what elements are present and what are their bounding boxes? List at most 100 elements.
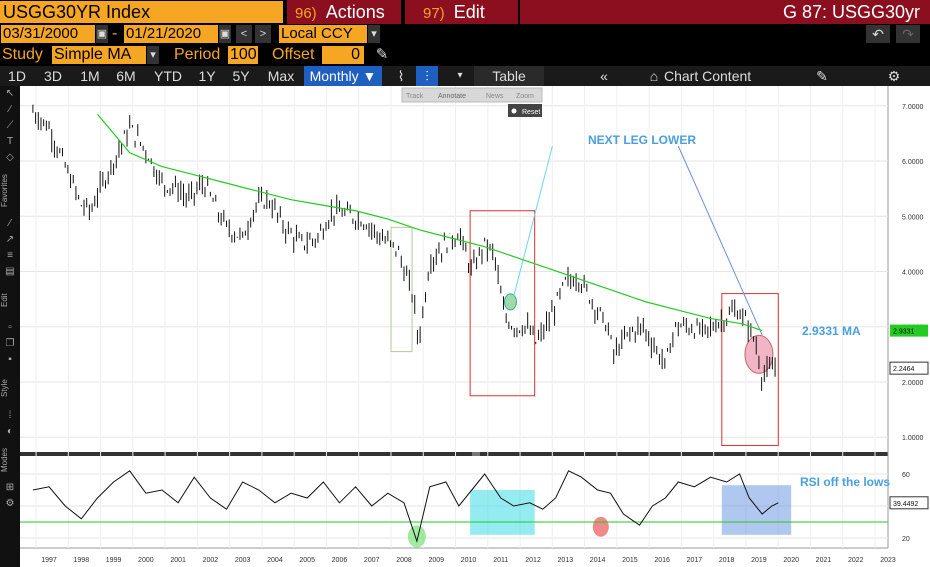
cursor-icon[interactable]: ↖ [5, 88, 15, 99]
reset-icon [511, 108, 517, 114]
shape-tool-icon[interactable]: ◇ [6, 152, 14, 163]
currency-select[interactable]: Local CCY [279, 25, 367, 43]
reset-button[interactable]: Reset [522, 109, 540, 116]
chart-area[interactable]: 7.00006.00005.00004.00003.00002.00001.00… [20, 86, 930, 567]
tab-1d[interactable]: 1D [8, 68, 26, 84]
prev-arrow-icon[interactable]: < [236, 25, 252, 43]
ticker-field[interactable]: USGG30YR Index [0, 1, 283, 23]
calendar-icon[interactable]: ▣ [96, 25, 108, 43]
frequency-select[interactable]: Monthly ▼ [304, 66, 382, 86]
year-tick-label: 2004 [267, 557, 283, 564]
trend-tool-icon[interactable]: ⟋ [6, 120, 14, 131]
track-button[interactable]: Track [406, 93, 424, 100]
price-last-label: 2.2464 [893, 366, 915, 373]
table-button[interactable]: Table [474, 66, 544, 86]
annotation-text: NEXT LEG LOWER 2.9331 MA RSI off the low… [588, 133, 890, 489]
actions-menu-button[interactable]: 96) Actions [287, 0, 401, 24]
tab-ytd[interactable]: YTD [154, 68, 182, 84]
start-date-field[interactable]: 03/31/2000 [1, 25, 95, 43]
end-date-field[interactable]: 01/21/2020 [124, 25, 218, 43]
tab-5y[interactable]: 5Y [232, 68, 250, 84]
news-button[interactable]: News [486, 93, 504, 100]
fib-icon[interactable]: ▤ [5, 266, 15, 277]
palette-icon[interactable]: ◐ [6, 426, 14, 437]
modes-label: Modes [0, 448, 9, 473]
year-tick-label: 2018 [719, 557, 735, 564]
tab-max[interactable]: Max [267, 68, 295, 84]
eraser-icon[interactable]: ▫ [8, 322, 12, 333]
annotation-circle-pink [744, 334, 774, 374]
rsi-highlight-2019 [721, 485, 792, 535]
rsi-circle-red [592, 516, 609, 537]
annotation-next-leg-lower: NEXT LEG LOWER [588, 133, 696, 147]
year-tick-label: 1997 [41, 557, 57, 564]
chart-content-icon: ⌂ [649, 68, 659, 84]
tab-6m[interactable]: 6M [116, 68, 136, 84]
year-tick-label: 1999 [106, 557, 122, 564]
pencil-icon[interactable]: ✎ [372, 46, 392, 64]
actions-num: 96) [295, 5, 317, 22]
mode-icon[interactable]: ⊞ [5, 482, 15, 493]
style-label: Style [0, 379, 9, 397]
bar-chart-icon[interactable]: ⫶ [416, 66, 438, 86]
ma-last-badge [890, 324, 928, 337]
brush-icon[interactable]: ⁄ [9, 218, 11, 229]
text-tool-icon[interactable]: T [6, 136, 14, 147]
ruler-icon[interactable]: ≡ [7, 250, 13, 261]
study-select[interactable]: Simple MA [52, 46, 146, 64]
lock-icon[interactable]: ▪ [8, 354, 12, 365]
year-tick-label: 2009 [428, 557, 444, 564]
calendar-icon-end[interactable]: ▣ [219, 25, 231, 43]
rsi-highlight-2011 [470, 490, 535, 535]
offset-input[interactable]: 0 [322, 46, 364, 64]
edit-menu-button[interactable]: 97) Edit [405, 0, 518, 24]
rsi-panel [20, 470, 888, 544]
edit-chart-icon[interactable]: ✎ [816, 68, 828, 84]
redo-icon[interactable]: ↷ [896, 25, 920, 43]
year-tick-label: 2019 [751, 557, 767, 564]
price-tick-label: 4.0000 [902, 270, 924, 277]
chevron-down-icon[interactable]: ▾ [368, 25, 380, 43]
style-icon[interactable]: ⁞ [8, 410, 12, 421]
annotate-button[interactable]: Annotate [438, 93, 466, 100]
favorites-label: Favorites [0, 174, 9, 208]
range-dash: - [112, 25, 118, 42]
year-tick-label: 2010 [461, 557, 477, 564]
gear-icon[interactable]: ⚙ [887, 68, 901, 84]
edit-tools-label: Edit [0, 293, 9, 307]
zoom-button[interactable]: Zoom [516, 93, 534, 100]
tab-1y[interactable]: 1Y [198, 68, 216, 84]
year-tick-label: 2006 [332, 557, 348, 564]
header-bar: USGG30YR Index 96) Actions 97) Edit G 87… [0, 0, 930, 24]
chevron-down-icon[interactable]: ▾ [147, 46, 159, 64]
left-toolstrip: ↖ ∕ ⟋ T ◇ Favorites ⁄ ↗ ≡ ▤ Edit ▫ ❐ ▪ S… [0, 86, 20, 567]
collapse-icon[interactable]: « [600, 68, 608, 84]
offset-label: Offset [272, 46, 315, 63]
year-tick-label: 2002 [203, 557, 219, 564]
ma-last-label: 2.9331 [893, 329, 915, 336]
arrow-tool-icon[interactable]: ↗ [5, 234, 15, 245]
year-tick-label: 2003 [235, 557, 251, 564]
tab-1m[interactable]: 1M [80, 68, 100, 84]
year-tick-label: 2007 [364, 557, 380, 564]
period-input[interactable]: 100 [228, 46, 258, 64]
next-arrow-icon[interactable]: > [255, 25, 271, 43]
annotation-ma-value: 2.9331 MA [802, 324, 861, 338]
price-tick-label: 7.0000 [902, 104, 924, 111]
settings-small-icon[interactable]: ⚙ [5, 498, 15, 509]
tab-3d[interactable]: 3D [44, 68, 62, 84]
annotation-box-2019 [721, 293, 779, 446]
rsi-line [32, 470, 779, 544]
line-chart-icon[interactable]: ⌇ [397, 68, 405, 84]
year-tick-label: 2008 [396, 557, 412, 564]
line-tool-icon[interactable]: ∕ [9, 104, 11, 115]
undo-icon[interactable]: ↶ [866, 25, 890, 43]
year-tick-label: 2011 [493, 557, 508, 564]
annotation-box-2008 [390, 226, 413, 353]
price-tick-label: 1.0000 [902, 435, 924, 442]
copy-icon[interactable]: ❐ [5, 338, 15, 349]
rsi-tick-label: 20 [902, 536, 910, 543]
chart-content-button[interactable]: Chart Content [664, 68, 752, 84]
chevron-down-icon[interactable]: ▾ [457, 70, 463, 81]
year-tick-label: 1998 [74, 557, 90, 564]
